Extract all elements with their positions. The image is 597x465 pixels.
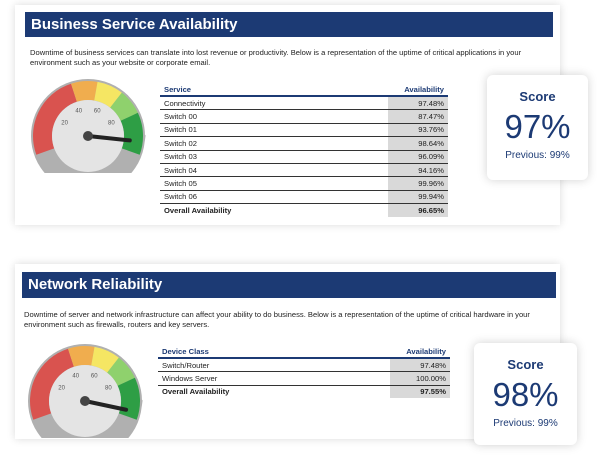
name-cell: Connectivity — [160, 96, 388, 111]
table-row: Switch/Router 97.48% — [158, 358, 450, 373]
availability-cell: 87.47% — [388, 109, 448, 124]
name-cell: Switch 01 — [160, 123, 388, 138]
availability-cell: 98.64% — [388, 136, 448, 151]
gauge-tick-label: 80 — [105, 386, 112, 392]
availability-cell: 99.96% — [388, 176, 448, 191]
gauge-band — [29, 348, 74, 420]
gauge-tick-label: 60 — [91, 374, 98, 380]
gauge-hub — [80, 396, 90, 406]
name-cell: Switch 00 — [160, 109, 388, 124]
section-title: Business Service Availability — [25, 12, 553, 37]
gauge-band — [68, 346, 95, 367]
header-cell: Service — [160, 83, 388, 97]
table-total: Overall Availability 97.55% — [158, 385, 450, 399]
gauge-needle — [86, 134, 132, 143]
availability-table: Service Availability Connectivity 97.48% Swi… — [160, 83, 448, 217]
table-row: Switch 02 98.64% — [160, 136, 448, 151]
name-cell: Switch 04 — [160, 163, 388, 178]
table-row: Switch 05 99.96% — [160, 176, 448, 191]
table-row: Switch 04 94.16% — [160, 163, 448, 178]
score-previous: Previous: 99% — [505, 150, 570, 161]
availability-cell: 96.09% — [388, 150, 448, 164]
availability-cell: 94.16% — [388, 163, 448, 178]
section-description: Downtime of business services can transl… — [30, 48, 522, 67]
score-value: 97% — [504, 108, 571, 145]
gauge-tick-label: 40 — [75, 109, 82, 115]
name-cell: Overall Availability — [164, 205, 232, 215]
gauge-tick-label: 40 — [72, 374, 79, 380]
section-title: Network Reliability — [22, 272, 556, 298]
availability-table: Device Class Availability Switch/Router 97.… — [158, 345, 450, 399]
name-cell: Switch/Router — [158, 358, 390, 373]
score-card: Score 98% Previous: 99% — [474, 343, 577, 445]
score-value: 98% — [492, 376, 559, 413]
header-cell: Availability — [390, 345, 450, 359]
gauge-hub — [83, 131, 93, 141]
name-cell: Switch 02 — [160, 136, 388, 151]
gauge-tick-label: 80 — [108, 121, 115, 127]
table-row: Switch 00 87.47% — [160, 109, 448, 124]
gauge-mask — [25, 156, 155, 173]
availability-cell: 93.76% — [388, 123, 448, 138]
name-cell: Windows Server — [158, 371, 390, 386]
name-cell: Switch 06 — [160, 190, 388, 205]
gauge: 20 40 60 80 — [25, 79, 155, 173]
availability-cell: 100.00% — [390, 371, 450, 386]
score-label: Score — [507, 357, 544, 372]
table-total: Overall Availability 96.65% — [160, 203, 448, 217]
table-row: Switch 01 93.76% — [160, 123, 448, 138]
name-cell: Switch 03 — [160, 150, 388, 164]
table-header: Device Class Availability — [158, 345, 450, 359]
gauge-band — [120, 112, 143, 155]
gauge-band — [71, 81, 98, 102]
availability-cell: 99.94% — [388, 190, 448, 205]
header-cell: Device Class — [158, 345, 390, 359]
name-cell: Overall Availability — [162, 387, 230, 397]
table-row: Switch 03 96.09% — [160, 150, 448, 164]
table-row: Windows Server 100.00% — [158, 371, 450, 386]
table-row: Switch 06 99.94% — [160, 190, 448, 205]
section-description: Downtime of server and network infrastru… — [24, 310, 530, 329]
gauge-tick-label: 60 — [94, 109, 101, 115]
score-card: Score 97% Previous: 99% — [487, 75, 588, 180]
gauge: 20 40 60 80 — [22, 344, 152, 438]
gauge-needle — [83, 399, 129, 412]
gauge-tick-label: 20 — [58, 386, 65, 392]
availability-cell: 97.48% — [388, 96, 448, 111]
gauge-band — [94, 81, 122, 108]
table-header: Service Availability — [160, 83, 448, 97]
gauge-tick-label: 20 — [61, 121, 68, 127]
gauge-band — [33, 83, 77, 155]
availability-cell: 96.65% — [388, 203, 448, 217]
header-cell: Availability — [388, 83, 448, 97]
name-cell: Switch 05 — [160, 176, 388, 191]
gauge-band — [107, 357, 135, 386]
availability-cell: 97.55% — [390, 385, 450, 399]
table-row: Connectivity 97.48% — [160, 96, 448, 111]
gauge-band — [91, 346, 119, 373]
score-previous: Previous: 99% — [493, 418, 558, 429]
gauge-mask — [22, 421, 152, 438]
score-label: Score — [519, 89, 556, 104]
gauge-band — [110, 92, 138, 121]
availability-cell: 97.48% — [390, 358, 450, 373]
